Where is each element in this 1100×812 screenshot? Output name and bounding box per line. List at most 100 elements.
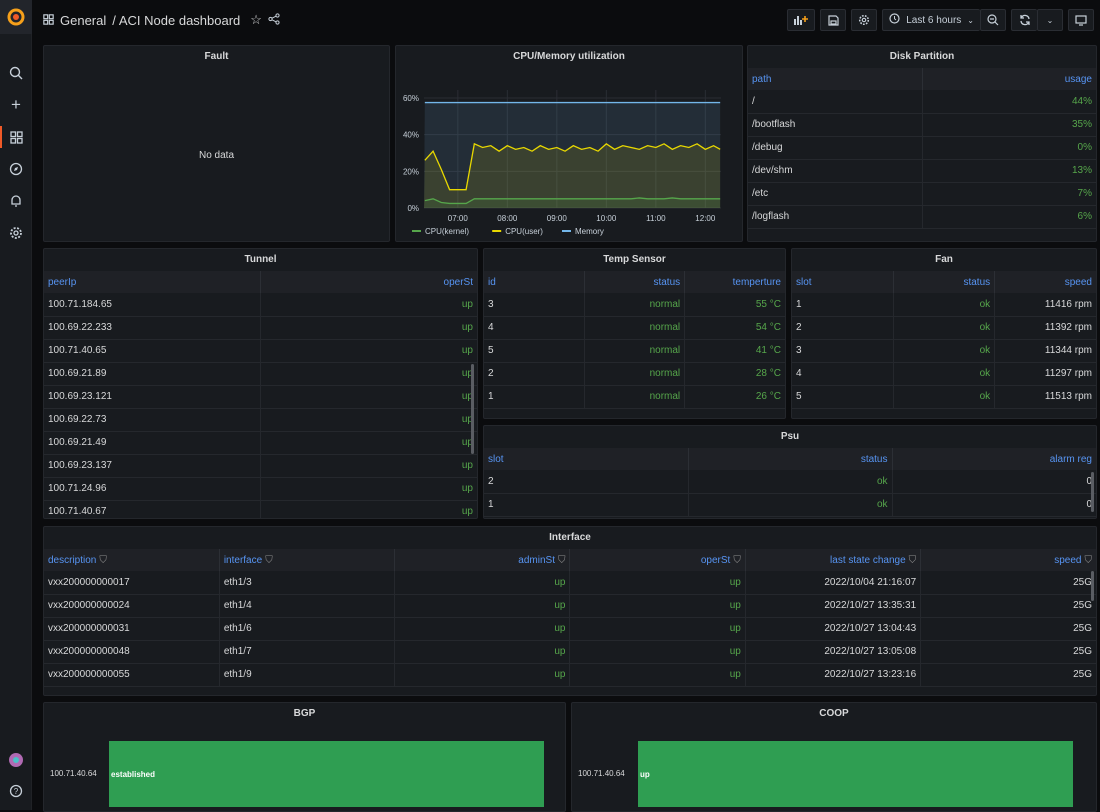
column-header[interactable]: adminSt ⛉ (394, 549, 571, 571)
column-header[interactable]: temperture (684, 271, 785, 293)
table-row: /44% (748, 90, 1096, 114)
add-panel-button[interactable] (787, 9, 816, 31)
column-header[interactable]: peerIp (44, 271, 261, 293)
alerting-icon[interactable] (7, 192, 25, 210)
panel-title[interactable]: Tunnel (244, 254, 277, 265)
column-header[interactable]: slot (792, 271, 894, 293)
cpu-memory-chart: 0% 20% 40% 60% 07:00 08:00 09:00 10:00 11:00 12:0… (403, 90, 721, 236)
plus-icon[interactable]: + (11, 95, 21, 114)
table-cell: vxx200000000048 (44, 640, 220, 664)
share-icon[interactable] (268, 12, 280, 28)
table-row: 4 normal 54 °C (484, 316, 785, 340)
panel-title[interactable]: Fan (935, 254, 953, 265)
column-header[interactable]: speed ⛉ (920, 549, 1096, 571)
table-cell: up (569, 594, 746, 618)
column-header[interactable]: status (893, 271, 996, 293)
column-header[interactable]: status (584, 271, 686, 293)
table-cell: 11416 rpm (994, 293, 1096, 317)
column-header[interactable]: interface ⛉ (219, 549, 396, 571)
filter-icon[interactable]: ⛉ (557, 554, 566, 566)
explore-icon[interactable] (7, 160, 25, 178)
filter-icon[interactable]: ⛉ (733, 554, 741, 566)
tv-mode-button[interactable] (1068, 9, 1094, 31)
table-cell: 5 (792, 385, 894, 409)
table-cell: up (260, 362, 477, 386)
filter-icon[interactable]: ⛉ (1084, 554, 1093, 566)
scrollbar[interactable] (1091, 472, 1094, 512)
table-cell: up (394, 594, 571, 618)
column-header[interactable]: operSt ⛉ (569, 549, 746, 571)
save-icon[interactable] (820, 9, 847, 31)
temp-table: id status temperture 3 normal 55 °C 4 normal 54 … (484, 271, 785, 409)
panel-title[interactable]: Disk Partition (889, 51, 955, 62)
dashboard-title[interactable]: ACI Node dashboard (118, 12, 241, 28)
peer-label: 100.71.40.64 (50, 769, 97, 778)
table-cell: up (260, 316, 477, 340)
scrollbar[interactable] (1091, 571, 1094, 601)
table-cell: 0 (892, 493, 1096, 517)
refresh-button[interactable] (1011, 9, 1037, 31)
table-cell: up (260, 454, 477, 478)
refresh-interval-dropdown[interactable]: ⌄ (1037, 9, 1063, 31)
table-cell: 100.69.21.49 (44, 431, 261, 455)
column-header[interactable]: operSt (260, 271, 477, 293)
table-cell: up (394, 663, 571, 687)
configuration-icon[interactable] (7, 224, 25, 242)
time-picker-button[interactable]: Last 6 hours ⌄ (882, 9, 980, 31)
table-cell: /etc (748, 182, 923, 206)
zoom-out-button[interactable] (980, 9, 1006, 31)
psu-panel: Psu slot status alarm reg 2 ok 0 1 ok 0 (483, 425, 1097, 519)
column-header-label: status (653, 276, 681, 288)
breadcrumb-folder[interactable]: General (60, 12, 107, 28)
star-icon[interactable]: ☆ (250, 12, 262, 27)
table-row: 2 normal 28 °C (484, 362, 785, 386)
column-header-label: status (860, 453, 888, 465)
column-header[interactable]: usage (922, 68, 1096, 90)
panel-title[interactable]: Interface (549, 532, 591, 543)
column-header[interactable]: description ⛉ (44, 549, 220, 571)
cpu-memory-panel: CPU/Memory utilization 0% 20% 40% 60% 07:00 0… (395, 45, 743, 242)
column-header[interactable]: path (748, 68, 923, 90)
user-avatar[interactable] (7, 751, 25, 769)
filter-icon[interactable]: ⛉ (99, 554, 107, 566)
dashboards-icon[interactable] (0, 126, 25, 148)
grafana-logo[interactable] (0, 0, 32, 34)
help-icon[interactable]: ? (7, 782, 25, 800)
table-cell: 2022/10/27 13:04:43 (745, 617, 922, 641)
table-row: 3 normal 55 °C (484, 293, 785, 317)
x-tick-label: 11:00 (646, 214, 666, 223)
y-tick-label: 40% (403, 131, 419, 140)
column-header[interactable]: last state change ⛉ (745, 549, 922, 571)
table-cell: normal (584, 339, 686, 363)
column-header[interactable]: status (688, 448, 893, 470)
settings-gear-icon[interactable] (851, 9, 878, 31)
table-cell: eth1/3 (219, 571, 396, 595)
column-header[interactable]: id (484, 271, 585, 293)
table-cell: 100.69.21.89 (44, 362, 261, 386)
svg-text:?: ? (14, 787, 19, 796)
scrollbar[interactable] (471, 364, 474, 454)
panel-title[interactable]: BGP (293, 708, 316, 719)
panel-title[interactable]: CPU/Memory utilization (513, 51, 625, 62)
table-cell: 35% (922, 113, 1096, 137)
table-row: /dev/shm 13% (748, 159, 1096, 183)
interface-panel: Interface description ⛉ interface ⛉ adminSt ⛉… (43, 526, 1097, 696)
column-header-label: path (752, 73, 772, 85)
column-header[interactable]: slot (484, 448, 689, 470)
column-header-label: speed (1054, 554, 1082, 566)
panel-title[interactable]: Fault (204, 51, 229, 62)
fan-table: slot status speed 1 ok 11416 rpm 2 ok 11392 rpm 3… (792, 271, 1096, 409)
filter-icon[interactable]: ⛉ (908, 554, 917, 566)
panel-title[interactable]: COOP (819, 708, 849, 719)
tunnel-panel: Tunnel peerIp operSt 100.71.184.65 up 100.69… (43, 248, 478, 519)
chevron-down-icon: ⌄ (1046, 15, 1054, 25)
search-icon[interactable] (7, 64, 25, 82)
bgp-state-row: 100.71.40.64 established (44, 741, 565, 807)
column-header[interactable]: speed (994, 271, 1096, 293)
panel-title[interactable]: Psu (780, 431, 800, 442)
table-cell: 11513 rpm (994, 385, 1096, 409)
filter-icon[interactable]: ⛉ (265, 554, 273, 566)
panel-title[interactable]: Temp Sensor (603, 254, 666, 265)
column-header[interactable]: alarm reg (892, 448, 1096, 470)
time-range-label: Last 6 hours (906, 14, 962, 26)
